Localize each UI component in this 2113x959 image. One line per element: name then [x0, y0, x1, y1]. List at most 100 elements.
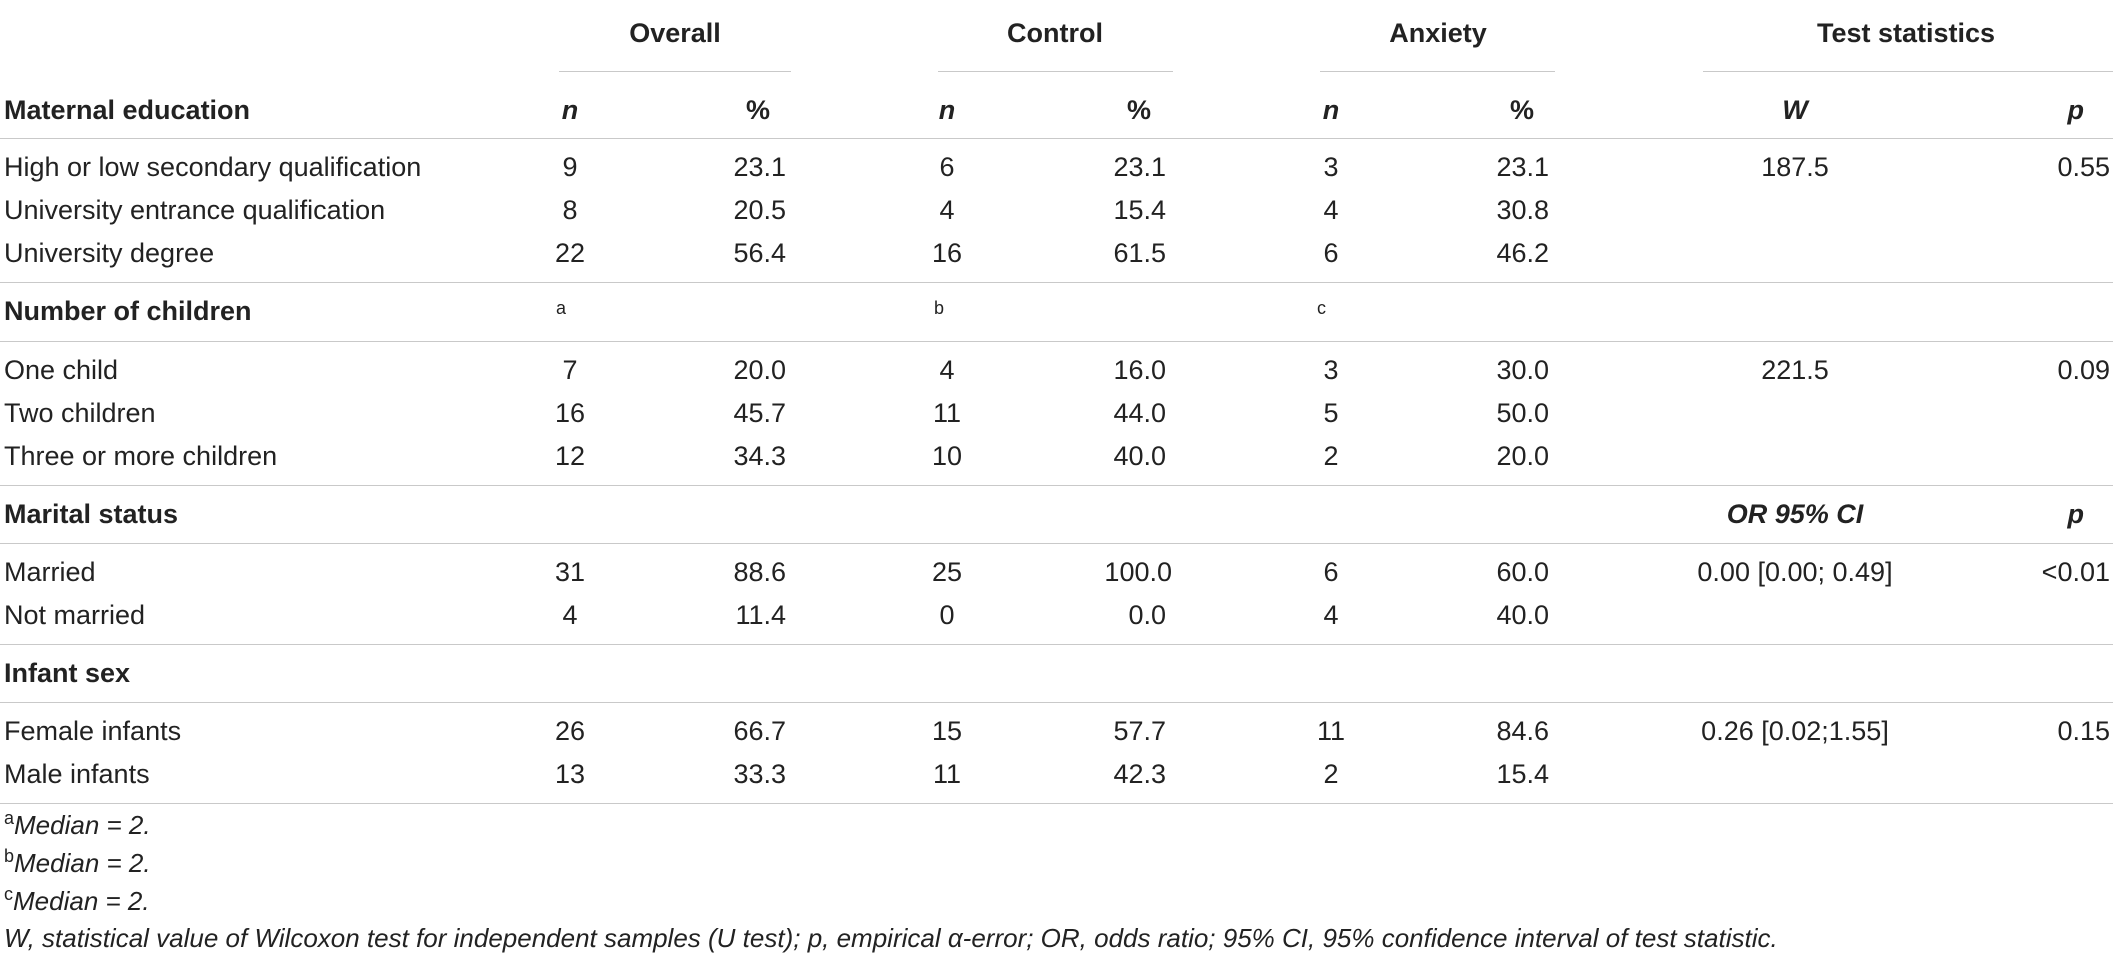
footnote-text: Median = 2.: [14, 810, 151, 840]
anxiety-pct-cell: 30.8: [1496, 195, 1549, 225]
footnote-a: aMedian = 2.: [4, 809, 151, 841]
col-p: p: [2067, 95, 2085, 125]
header-test-statistics: Test statistics: [1816, 18, 1996, 48]
control-pct-cell: 0.0: [1128, 600, 1166, 630]
control-n-cell: 10: [931, 441, 963, 471]
overall-pct-cell: 23.1: [733, 152, 786, 182]
footnote-legend: W, statistical value of Wilcoxon test fo…: [4, 923, 1778, 953]
divider: [0, 644, 2113, 645]
overall-pct-cell: 56.4: [733, 238, 786, 268]
anxiety-pct-cell: 40.0: [1496, 600, 1549, 630]
control-n-cell: 15: [931, 716, 963, 746]
divider: [0, 485, 2113, 486]
overall-n-cell: 9: [562, 152, 578, 182]
header-control: Control: [1007, 18, 1103, 48]
footnote-c: cMedian = 2.: [4, 885, 150, 917]
control-pct-cell: 40.0: [1113, 441, 1166, 471]
footnote-text: Median = 2.: [13, 886, 150, 916]
stat-cell: 0.26 [0.02;1.55]: [1701, 716, 1889, 746]
overall-pct-cell: 20.0: [733, 355, 786, 385]
section-title-infant-sex: Infant sex: [4, 658, 131, 688]
anxiety-n-cell: 11: [1316, 716, 1346, 746]
overall-pct-cell: 20.5: [733, 195, 786, 225]
control-n-cell: 0: [939, 600, 955, 630]
row-label: Married: [4, 557, 96, 587]
row-label: High or low secondary qualification: [4, 152, 422, 182]
row-label: One child: [4, 355, 119, 385]
footnote-marker: a: [4, 808, 15, 828]
overall-n-cell: 31: [554, 557, 586, 587]
section-title-maternal-education: Maternal education: [4, 95, 251, 125]
anxiety-n-cell: 4: [1323, 600, 1339, 630]
footnote-b: bMedian = 2.: [4, 847, 151, 879]
anxiety-n-cell: 3: [1323, 152, 1339, 182]
test-statistics-underline: [1703, 71, 2113, 72]
divider: [0, 282, 2113, 283]
stat-cell: 221.5: [1761, 355, 1829, 385]
p-cell: 0.55: [2057, 152, 2110, 182]
row-label: Female infants: [4, 716, 182, 746]
overall-pct-cell: 33.3: [733, 759, 786, 789]
col-or-95-ci: OR 95% CI: [1726, 499, 1864, 529]
control-pct-cell: 15.4: [1113, 195, 1166, 225]
row-label: University degree: [4, 238, 215, 268]
col-anxiety-pct: %: [1509, 95, 1535, 125]
control-pct-cell: 61.5: [1113, 238, 1166, 268]
anxiety-underline: [1320, 71, 1555, 72]
overall-n-cell: 12: [554, 441, 586, 471]
col-p-marital: p: [2067, 499, 2085, 529]
anxiety-n-cell: 2: [1323, 759, 1339, 789]
divider: [0, 543, 2113, 544]
footnote-text: Median = 2.: [14, 848, 151, 878]
overall-underline: [559, 71, 791, 72]
divider: [0, 702, 2113, 703]
col-overall-pct: %: [745, 95, 771, 125]
control-pct-cell: 16.0: [1113, 355, 1166, 385]
anxiety-n-cell: 3: [1323, 355, 1339, 385]
col-anxiety-n: n: [1322, 95, 1340, 125]
overall-n-cell: 7: [562, 355, 578, 385]
divider: [0, 138, 2113, 139]
col-control-pct: %: [1126, 95, 1152, 125]
col-overall-n: n: [561, 95, 579, 125]
p-cell: 0.09: [2057, 355, 2110, 385]
p-cell: <0.01: [2041, 557, 2110, 587]
overall-n-cell: 13: [554, 759, 586, 789]
superscript-c: c: [1317, 298, 1326, 318]
control-pct-cell: 42.3: [1113, 759, 1166, 789]
overall-n-cell: 4: [562, 600, 578, 630]
divider: [0, 803, 2113, 804]
col-control-n: n: [938, 95, 956, 125]
p-cell: 0.15: [2057, 716, 2110, 746]
section-title-marital-status: Marital status: [4, 499, 179, 529]
section-title-number-of-children: Number of children: [4, 296, 252, 326]
col-w: W: [1782, 95, 1808, 125]
control-n-cell: 11: [932, 398, 962, 428]
overall-n-cell: 26: [554, 716, 586, 746]
overall-pct-cell: 11.4: [735, 600, 786, 630]
control-pct-cell: 100.0: [1104, 557, 1172, 587]
divider: [0, 341, 2113, 342]
anxiety-pct-cell: 20.0: [1496, 441, 1549, 471]
anxiety-pct-cell: 46.2: [1496, 238, 1549, 268]
control-n-cell: 16: [931, 238, 963, 268]
superscript-b: b: [934, 298, 945, 318]
header-anxiety: Anxiety: [1389, 18, 1487, 48]
overall-pct-cell: 34.3: [733, 441, 786, 471]
anxiety-n-cell: 4: [1323, 195, 1339, 225]
row-label: Male infants: [4, 759, 150, 789]
overall-pct-cell: 45.7: [733, 398, 786, 428]
control-n-cell: 6: [939, 152, 955, 182]
anxiety-pct-cell: 15.4: [1496, 759, 1549, 789]
anxiety-pct-cell: 50.0: [1496, 398, 1549, 428]
anxiety-pct-cell: 30.0: [1496, 355, 1549, 385]
header-overall: Overall: [629, 18, 721, 48]
overall-pct-cell: 66.7: [733, 716, 786, 746]
anxiety-pct-cell: 23.1: [1496, 152, 1549, 182]
control-n-cell: 4: [939, 195, 955, 225]
control-pct-cell: 44.0: [1113, 398, 1166, 428]
overall-n-cell: 16: [554, 398, 586, 428]
control-n-cell: 25: [931, 557, 963, 587]
anxiety-n-cell: 6: [1323, 238, 1339, 268]
